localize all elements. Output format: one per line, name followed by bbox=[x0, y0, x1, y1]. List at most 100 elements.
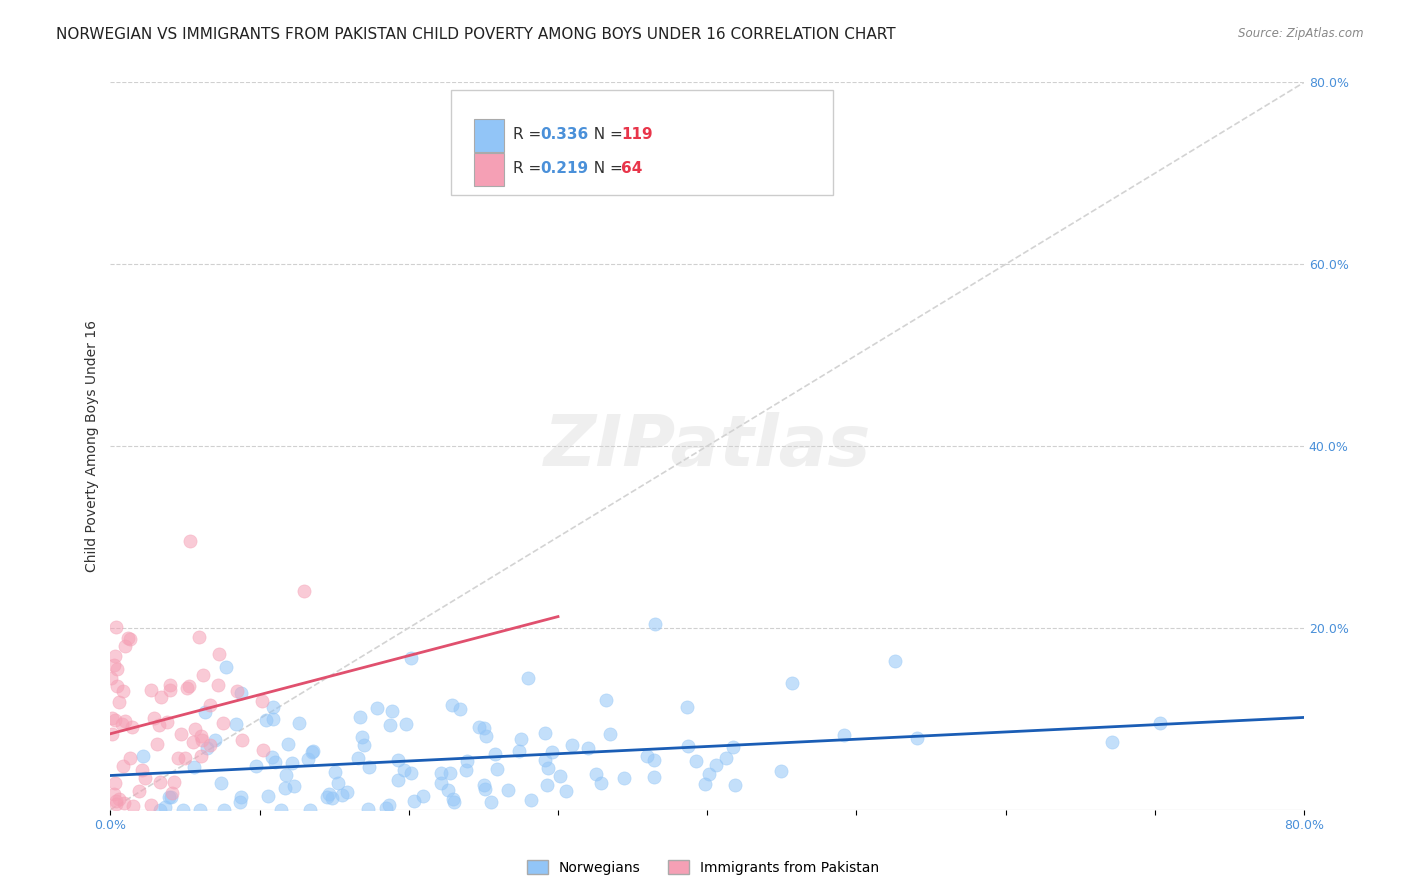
Text: R =: R = bbox=[513, 128, 546, 143]
Point bbox=[780, 675, 803, 690]
Point bbox=[146, 737, 169, 751]
Point bbox=[190, 748, 212, 763]
Point bbox=[533, 726, 555, 740]
Point bbox=[318, 787, 340, 801]
Point bbox=[381, 704, 404, 718]
Point bbox=[166, 750, 188, 764]
Point bbox=[330, 788, 353, 802]
Point bbox=[576, 740, 599, 755]
Point bbox=[336, 785, 359, 799]
Point bbox=[226, 684, 249, 698]
Point bbox=[401, 766, 423, 780]
Point bbox=[187, 630, 209, 644]
Point bbox=[200, 738, 222, 752]
Point bbox=[143, 710, 166, 724]
Point bbox=[103, 648, 125, 663]
Point bbox=[676, 700, 699, 714]
Point bbox=[277, 737, 299, 751]
FancyBboxPatch shape bbox=[474, 153, 505, 186]
Point bbox=[148, 717, 170, 731]
Point bbox=[191, 668, 214, 682]
Point bbox=[357, 802, 380, 816]
Point bbox=[474, 781, 496, 796]
Text: 119: 119 bbox=[621, 128, 652, 143]
Point bbox=[263, 755, 285, 769]
Point bbox=[589, 775, 612, 789]
Point bbox=[209, 776, 232, 790]
Point bbox=[101, 711, 124, 725]
Point bbox=[560, 738, 582, 752]
Point bbox=[112, 797, 135, 811]
Point bbox=[273, 780, 295, 795]
Point bbox=[292, 584, 315, 599]
Point bbox=[484, 747, 506, 761]
Point bbox=[104, 797, 127, 811]
Point bbox=[179, 534, 201, 549]
Point bbox=[250, 694, 273, 708]
Point bbox=[283, 780, 305, 794]
Point bbox=[111, 717, 134, 731]
Point bbox=[643, 753, 665, 767]
Point bbox=[105, 620, 128, 634]
Point bbox=[181, 734, 204, 748]
Point bbox=[149, 803, 172, 817]
Point bbox=[159, 677, 181, 691]
Point bbox=[366, 701, 388, 715]
Point bbox=[1149, 715, 1171, 730]
Point bbox=[378, 718, 401, 732]
Point bbox=[270, 803, 292, 817]
Point bbox=[643, 770, 665, 784]
Point bbox=[103, 657, 125, 672]
Point bbox=[156, 714, 179, 729]
Point bbox=[832, 728, 855, 742]
Point bbox=[101, 727, 124, 741]
Point bbox=[349, 710, 371, 724]
Point bbox=[100, 671, 122, 685]
Point bbox=[149, 775, 172, 789]
Point bbox=[212, 803, 235, 817]
Point bbox=[472, 721, 495, 735]
Point bbox=[141, 683, 163, 698]
Point bbox=[387, 772, 409, 787]
Point bbox=[412, 789, 434, 803]
Point bbox=[693, 777, 716, 791]
Point bbox=[401, 651, 423, 665]
Point bbox=[475, 729, 498, 743]
Point bbox=[534, 753, 557, 767]
Point bbox=[159, 683, 181, 698]
Point bbox=[195, 740, 218, 755]
Point bbox=[198, 698, 221, 712]
Text: 64: 64 bbox=[621, 161, 643, 177]
Point bbox=[299, 803, 322, 817]
Point bbox=[697, 767, 720, 781]
Point bbox=[162, 787, 184, 801]
Text: ZIPatlas: ZIPatlas bbox=[544, 411, 870, 481]
Point bbox=[516, 671, 538, 685]
Point bbox=[260, 750, 283, 764]
Point bbox=[190, 729, 212, 743]
Point bbox=[508, 744, 530, 758]
Point bbox=[599, 726, 621, 740]
Point bbox=[704, 758, 727, 772]
Point bbox=[714, 751, 737, 765]
Legend: Norwegians, Immigrants from Pakistan: Norwegians, Immigrants from Pakistan bbox=[522, 855, 884, 880]
Text: N =: N = bbox=[585, 128, 628, 143]
Point bbox=[118, 751, 141, 765]
Point bbox=[454, 763, 477, 777]
Text: N =: N = bbox=[585, 161, 628, 177]
Point bbox=[430, 765, 453, 780]
Point bbox=[301, 745, 323, 759]
Point bbox=[256, 789, 278, 804]
Point bbox=[536, 778, 558, 792]
Point bbox=[204, 732, 226, 747]
Point bbox=[595, 692, 617, 706]
Point bbox=[770, 764, 793, 779]
Point bbox=[229, 795, 252, 809]
Point bbox=[449, 702, 471, 716]
Point bbox=[176, 681, 198, 695]
Text: 0.336: 0.336 bbox=[540, 128, 588, 143]
Point bbox=[103, 787, 125, 801]
Point bbox=[107, 679, 129, 693]
Point bbox=[215, 660, 238, 674]
Point bbox=[441, 792, 464, 806]
